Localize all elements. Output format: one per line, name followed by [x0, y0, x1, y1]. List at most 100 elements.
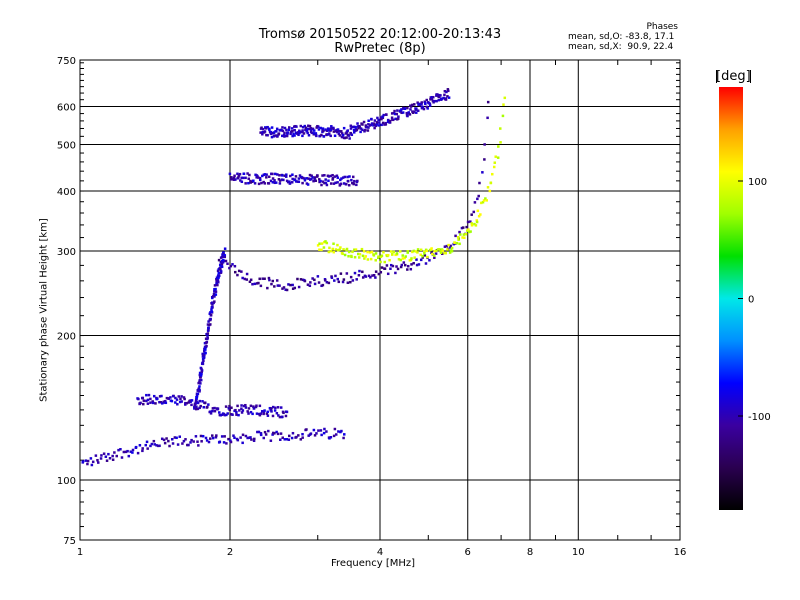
trace-point: [291, 173, 294, 176]
trace-point: [229, 439, 232, 442]
trace-point: [239, 436, 242, 439]
trace-point: [425, 249, 429, 253]
trace-point: [389, 267, 392, 271]
trace-point: [274, 406, 277, 410]
trace-point: [318, 242, 321, 245]
trace-point: [205, 341, 208, 344]
trace-point: [184, 401, 187, 405]
trace-point: [327, 250, 331, 254]
trace-point: [214, 293, 218, 296]
trace-point: [285, 288, 289, 292]
trace-point: [493, 161, 497, 164]
trace-point: [275, 411, 279, 415]
trace-point: [312, 179, 315, 183]
trace-point: [310, 174, 313, 177]
trace-point: [282, 411, 285, 415]
trace-point: [235, 410, 238, 414]
trace-point: [312, 428, 316, 432]
trace-point: [105, 459, 109, 462]
trace-point: [236, 404, 239, 408]
trace-point: [336, 277, 340, 281]
trace-point: [310, 128, 313, 132]
trace-point: [224, 259, 228, 263]
trace-point: [206, 337, 209, 341]
trace-point: [223, 435, 226, 438]
trace-point: [319, 126, 322, 130]
trace-point: [178, 400, 182, 404]
trace-point: [291, 431, 295, 435]
trace-point: [272, 134, 276, 138]
trace-point: [142, 399, 146, 402]
trace-point: [455, 241, 459, 245]
trace-point: [428, 104, 432, 107]
trace-point: [330, 276, 334, 280]
trace-point: [380, 117, 383, 121]
trace-point: [213, 300, 216, 303]
trace-point: [198, 371, 202, 375]
trace-point: [229, 440, 233, 444]
trace-point: [268, 406, 272, 410]
chart-title: Tromsø 20150522 20:12:00-20:13:43: [258, 27, 502, 42]
trace-point: [248, 173, 251, 177]
trace-point: [400, 263, 404, 267]
trace-point: [328, 437, 331, 440]
trace-point: [99, 457, 103, 460]
trace-point: [228, 404, 231, 408]
trace-point: [261, 127, 265, 131]
trace-point: [131, 448, 135, 452]
trace-point: [287, 128, 291, 132]
trace-point: [236, 273, 239, 277]
trace-point: [218, 440, 222, 444]
trace-point: [285, 128, 288, 132]
trace-point: [327, 179, 330, 183]
trace-point: [247, 407, 251, 410]
trace-point: [361, 276, 365, 279]
trace-point: [257, 281, 260, 285]
trace-point: [225, 442, 228, 445]
trace-point: [204, 348, 207, 351]
trace-point: [277, 132, 281, 135]
trace-point: [124, 450, 128, 454]
trace-point: [149, 397, 152, 401]
trace-point: [470, 222, 473, 225]
trace-point: [209, 412, 213, 415]
trace-point: [290, 127, 294, 130]
trace-point: [391, 253, 394, 256]
trace-point: [270, 282, 273, 286]
trace-point: [486, 100, 490, 104]
trace-point: [380, 254, 384, 257]
trace-point: [259, 178, 262, 182]
trace-point: [244, 406, 248, 409]
trace-point: [285, 173, 288, 176]
trace-point: [384, 121, 388, 125]
trace-point: [209, 323, 212, 326]
trace-point: [289, 283, 292, 287]
trace-point: [400, 111, 403, 115]
trace-point: [394, 253, 397, 257]
trace-point: [305, 177, 309, 180]
trace-point: [376, 116, 379, 120]
x-tick-label: 2: [227, 547, 233, 558]
trace-point: [267, 429, 270, 433]
trace-point: [423, 250, 426, 254]
trace-point: [277, 414, 280, 417]
trace-point: [261, 174, 264, 178]
trace-point: [230, 176, 233, 179]
trace-point: [324, 240, 327, 243]
trace-point: [373, 119, 377, 122]
trace-point: [314, 179, 318, 183]
trace-point: [149, 401, 152, 404]
trace-point: [357, 256, 361, 259]
trace-point: [342, 248, 345, 251]
trace-point: [419, 258, 423, 262]
trace-point: [483, 158, 486, 161]
trace-point: [198, 379, 202, 382]
trace-point: [411, 250, 414, 254]
y-tick-label: 750: [57, 56, 76, 67]
trace-point: [438, 248, 441, 251]
trace-point: [409, 267, 413, 271]
y-tick-label: 400: [57, 187, 76, 198]
trace-point: [353, 131, 356, 134]
trace-point: [215, 434, 218, 437]
trace-point: [283, 135, 286, 138]
